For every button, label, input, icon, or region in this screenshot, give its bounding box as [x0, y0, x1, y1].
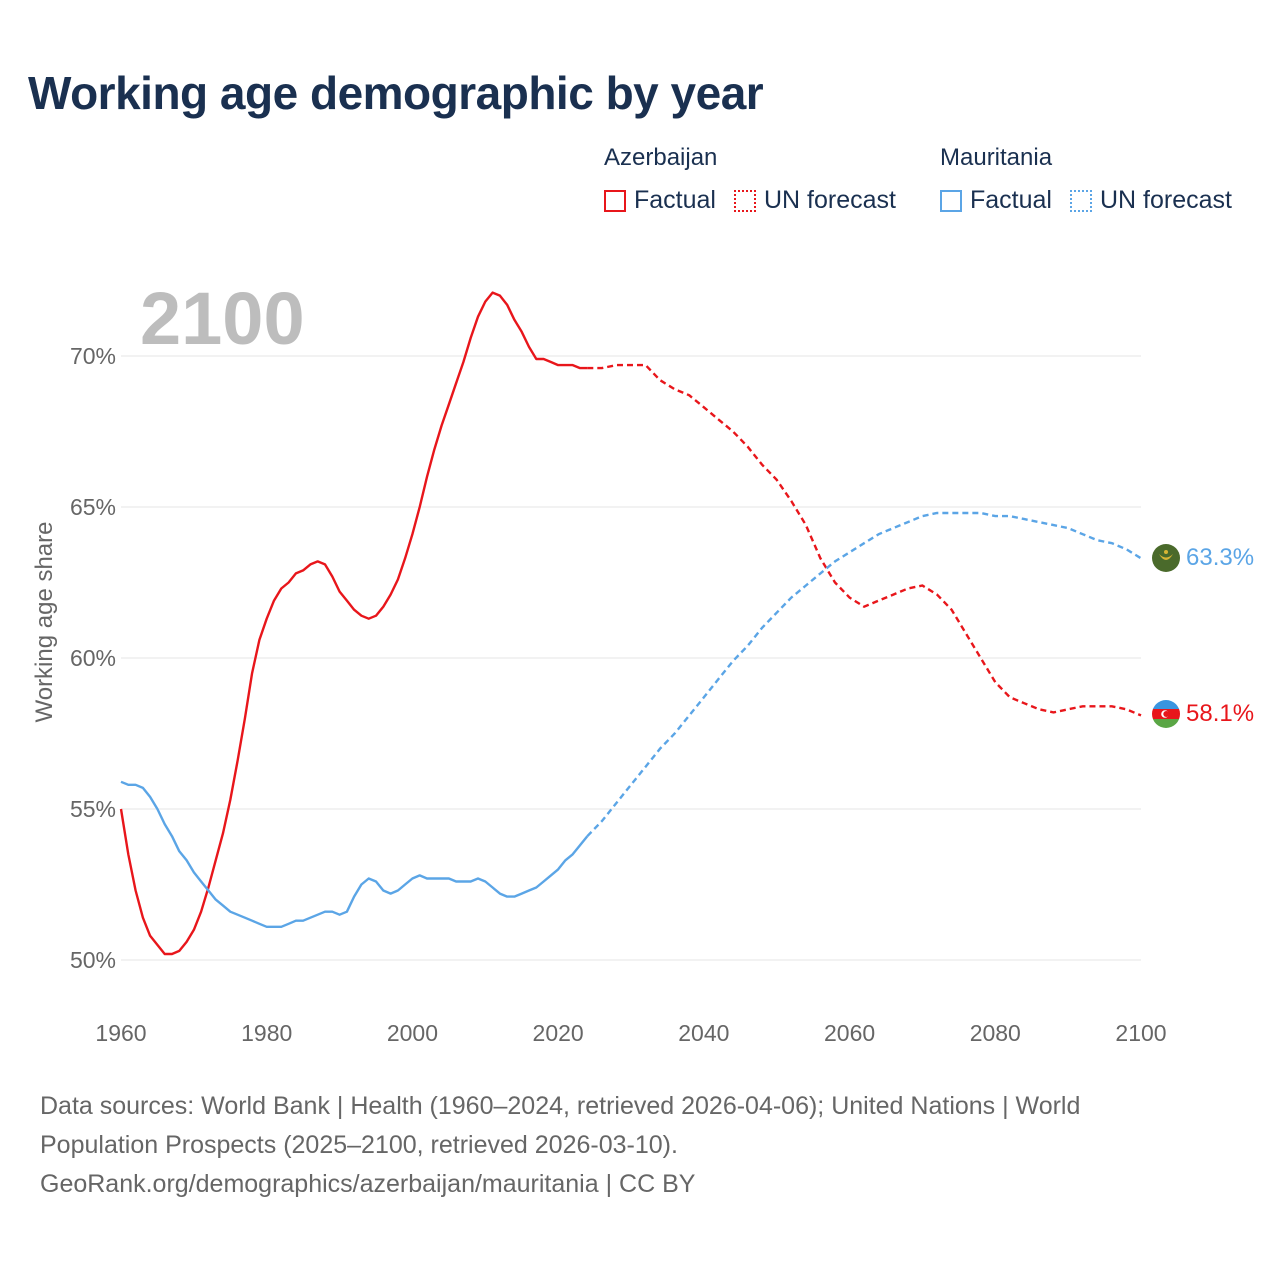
azerbaijan-end-value: 58.1%	[1186, 700, 1254, 727]
year-watermark: 2100	[140, 277, 305, 360]
x-tick-label: 1960	[95, 1020, 146, 1046]
y-tick-label: 55%	[70, 796, 116, 822]
legend-swatch-dotted	[1069, 189, 1092, 212]
y-tick-label: 65%	[70, 494, 116, 520]
chart-title: Working age demographic by year	[28, 67, 764, 119]
y-axis-label: Working age share	[31, 522, 58, 723]
x-tick-label: 1980	[241, 1020, 292, 1046]
y-tick-label: 70%	[70, 343, 116, 369]
x-tick-label: 2020	[533, 1020, 584, 1046]
data-sources: Data sources: World Bank | Health (1960–…	[40, 1092, 1081, 1159]
azerbaijan-flag-icon	[1152, 700, 1180, 728]
gridlines	[121, 355, 1141, 961]
legend-item-mauritania-forecast[interactable]: UN forecast	[1069, 186, 1232, 215]
legend-item-mauritania-factual[interactable]: Factual	[940, 186, 1052, 215]
mauritania-factual-line	[120, 780, 589, 928]
legend-country-name: Azerbaijan	[604, 144, 718, 171]
azerbaijan-factual-line	[119, 291, 588, 956]
x-tick-label: 2060	[824, 1020, 875, 1046]
legend-label: Factual	[970, 186, 1052, 214]
chart-footer: Data sources: World Bank | Health (1960–…	[40, 1087, 1200, 1204]
x-tick-label: 2000	[387, 1020, 438, 1046]
credit-link[interactable]: GeoRank.org/demographics/azerbaijan/maur…	[40, 1170, 696, 1198]
y-tick-label: 60%	[70, 645, 116, 671]
x-tick-label: 2080	[970, 1020, 1021, 1046]
mauritania-flag-icon	[1152, 544, 1180, 572]
x-axis: 1960 1980 2000 2020 2040 2060 2080 2100	[95, 1020, 1166, 1046]
legend-swatch-dotted	[733, 189, 756, 212]
y-axis: 50% 55% 60% 65% 70%	[70, 343, 116, 973]
legend-label: Factual	[634, 186, 716, 214]
legend-label: UN forecast	[1099, 186, 1232, 214]
azerbaijan-forecast-line	[587, 363, 1142, 717]
legend-item-azerbaijan-factual[interactable]: Factual	[604, 186, 716, 215]
series-lines	[119, 291, 1142, 956]
legend-swatch-solid	[604, 189, 626, 212]
y-tick-label: 50%	[70, 947, 116, 973]
legend-swatch-solid	[940, 189, 962, 212]
legend-item-azerbaijan-forecast[interactable]: UN forecast	[733, 186, 896, 215]
mauritania-forecast-line	[586, 511, 1142, 838]
legend-country-name: Mauritania	[940, 144, 1053, 171]
x-tick-label: 2100	[1115, 1020, 1166, 1046]
legend-label: UN forecast	[763, 186, 896, 214]
legend-group-mauritania: Mauritania Factual UN forecast	[940, 144, 1250, 215]
legend-group-azerbaijan: Azerbaijan Factual UN forecast	[604, 144, 914, 215]
mauritania-end-value: 63.3%	[1186, 544, 1254, 571]
line-chart: 2100 Working age share 50% 55% 60% 65% 70% 1…	[31, 277, 1254, 1046]
x-tick-label: 2040	[678, 1020, 729, 1046]
